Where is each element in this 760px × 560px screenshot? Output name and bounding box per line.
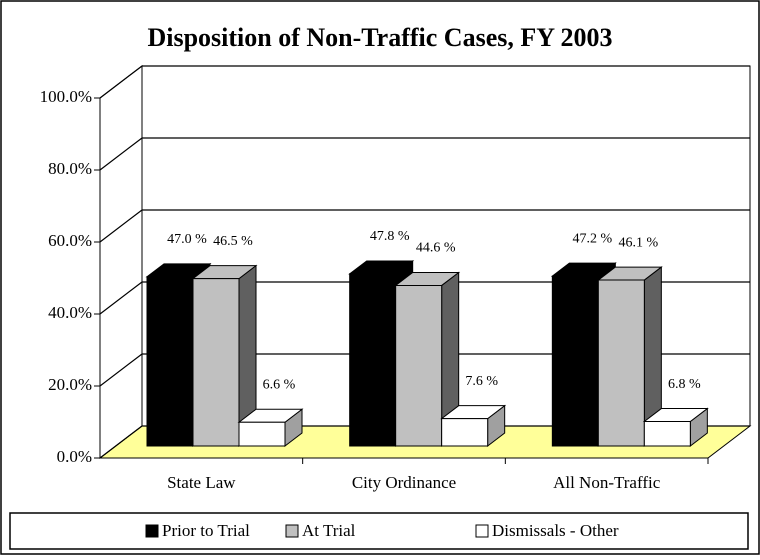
y-tick-label: 0.0% [57, 447, 92, 466]
value-label: 7.6 % [465, 374, 498, 389]
value-label: 47.8 % [370, 229, 410, 244]
grid-line [99, 137, 750, 171]
grid-line [99, 353, 750, 387]
legend-label: Prior to Trial [162, 521, 250, 540]
legend [9, 512, 749, 550]
value-label: 47.2 % [573, 231, 613, 246]
x-tick-label: State Law [167, 473, 236, 492]
value-label: 6.6 % [263, 377, 296, 392]
y-tick-label: 80.0% [48, 159, 92, 178]
value-label: 46.5 % [213, 234, 253, 249]
grid-line [99, 209, 750, 243]
bar [192, 278, 240, 447]
y-tick-label: 100.0% [40, 87, 92, 106]
bar [238, 421, 286, 447]
x-tick-label: City Ordinance [352, 473, 456, 492]
legend-swatch [145, 524, 159, 538]
legend-label: At Trial [302, 521, 356, 540]
bar [597, 279, 645, 447]
bar [146, 276, 194, 447]
value-label: 47.0 % [167, 232, 207, 247]
side-wall [99, 64, 143, 460]
grid-line [99, 65, 750, 99]
y-tick-label: 60.0% [48, 231, 92, 250]
bar [643, 421, 691, 447]
value-label: 46.1 % [619, 235, 659, 250]
value-label: 6.8 % [668, 377, 701, 392]
bar [551, 275, 599, 447]
x-tick-label: All Non-Traffic [553, 473, 661, 492]
grid-line [99, 281, 750, 315]
legend-label: Dismissals - Other [492, 521, 619, 540]
bar [395, 284, 443, 447]
legend-swatch [285, 524, 299, 538]
legend-swatch [475, 524, 489, 538]
bar [441, 418, 489, 447]
value-label: 44.6 % [416, 241, 456, 256]
bar [349, 273, 397, 447]
y-tick-label: 20.0% [48, 375, 92, 394]
y-tick-label: 40.0% [48, 303, 92, 322]
chart-title: Disposition of Non-Traffic Cases, FY 200… [147, 23, 612, 52]
grid-line [99, 425, 750, 459]
